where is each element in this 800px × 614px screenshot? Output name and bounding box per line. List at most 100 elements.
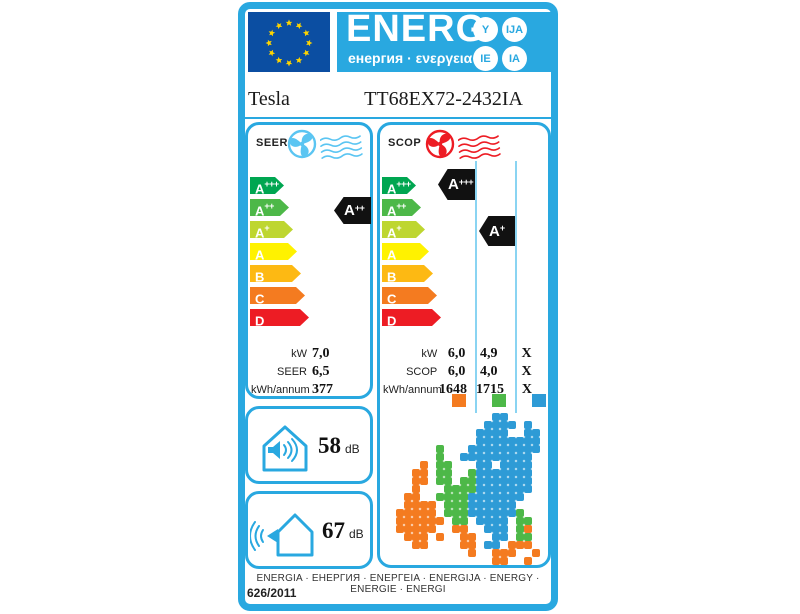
map-cell (484, 525, 492, 533)
map-cell (516, 461, 524, 469)
map-cell (436, 477, 444, 485)
map-cell (484, 445, 492, 453)
map-cell (524, 453, 532, 461)
map-cell (412, 501, 420, 509)
cool-airflow-icon (320, 135, 363, 159)
value-number: 4,9 (480, 346, 498, 361)
rating-arrow: C (382, 287, 437, 304)
map-cell (468, 485, 476, 493)
map-cell (412, 525, 420, 533)
model-number: TT68EX72-2432IA (364, 88, 523, 110)
map-cell (492, 413, 500, 421)
rating-arrow: A++ (382, 199, 421, 216)
map-cell (476, 437, 484, 445)
rating-letter: A (387, 181, 397, 197)
map-cell (524, 437, 532, 445)
map-cell (452, 485, 460, 493)
heat-airflow-icon (458, 135, 501, 159)
indoor-noise-panel: 58 dB (245, 406, 373, 484)
value-number: 6,0 (447, 364, 466, 379)
map-cell (508, 461, 516, 469)
map-cell (412, 533, 420, 541)
map-cell (516, 509, 524, 517)
map-cell (468, 533, 476, 541)
map-cell (444, 485, 452, 493)
map-cell (500, 453, 508, 461)
map-cell (468, 493, 476, 501)
energ-badge-ija: IJA (502, 17, 527, 42)
map-cell (516, 445, 524, 453)
map-cell (484, 477, 492, 485)
map-cell (492, 485, 500, 493)
map-cell (492, 533, 500, 541)
map-cell (484, 453, 492, 461)
rating-letter: C (387, 291, 397, 307)
map-cell (516, 477, 524, 485)
map-cell (500, 557, 508, 565)
map-cell (524, 525, 532, 533)
map-cell (476, 477, 484, 485)
map-cell (524, 541, 532, 549)
heating-fan-icon (425, 129, 455, 159)
scop-class-indicator-colder: A + (479, 216, 515, 246)
map-cell (468, 509, 476, 517)
map-cell (500, 445, 508, 453)
header-divider (245, 117, 551, 119)
map-cell (460, 485, 468, 493)
value-label: kW (291, 348, 307, 360)
rating-arrow: A (250, 243, 297, 260)
seer-rating-scale: A+++ A++ A+ A B C D (250, 177, 309, 331)
rating-letter: A (387, 203, 397, 219)
map-cell (532, 429, 540, 437)
map-cell (492, 477, 500, 485)
map-cell (436, 445, 444, 453)
indoor-noise-value: 58 dB (318, 433, 360, 459)
outdoor-noise-panel: 67 dB (245, 491, 373, 569)
map-cell (500, 517, 508, 525)
map-cell (436, 461, 444, 469)
rating-plus: + (264, 223, 270, 233)
rating-arrow: D (382, 309, 441, 326)
map-cell (484, 429, 492, 437)
scop-panel: SCOP A+++ A++ A+ A B C (377, 122, 551, 568)
map-cell (444, 493, 452, 501)
rating-plus: +++ (264, 179, 279, 189)
map-cell (420, 517, 428, 525)
cooling-fan-icon (287, 129, 317, 159)
map-cell (444, 501, 452, 509)
map-cell (500, 501, 508, 509)
map-cell (524, 469, 532, 477)
indicator-letter: A (489, 222, 500, 240)
map-cell (500, 437, 508, 445)
map-cell (404, 493, 412, 501)
map-cell (460, 509, 468, 517)
indicator-letter: A (448, 176, 459, 193)
map-cell (492, 509, 500, 517)
map-cell (476, 453, 484, 461)
map-cell (420, 477, 428, 485)
indoor-sound-icon (262, 425, 308, 472)
map-cell (404, 533, 412, 541)
europe-climate-map (396, 413, 548, 565)
map-cell (484, 517, 492, 525)
map-cell (524, 517, 532, 525)
map-cell (516, 469, 524, 477)
map-cell (420, 501, 428, 509)
map-cell (404, 509, 412, 517)
energy-words: ENERGIA · ЕНЕРГИЯ · ΕΝΕΡΓΕΙΑ · ENERGIJA … (256, 573, 540, 595)
map-cell (460, 525, 468, 533)
rating-letter: A (387, 247, 397, 263)
map-cell (428, 509, 436, 517)
map-cell (404, 501, 412, 509)
map-cell (492, 437, 500, 445)
map-cell (516, 541, 524, 549)
map-cell (404, 517, 412, 525)
scop-label: SCOP (388, 137, 422, 149)
map-cell (452, 501, 460, 509)
map-cell (476, 485, 484, 493)
rating-arrow: A (382, 243, 429, 260)
rating-letter: A (387, 225, 397, 241)
map-cell (412, 493, 420, 501)
db-unit: dB (345, 442, 360, 456)
map-cell (476, 493, 484, 501)
